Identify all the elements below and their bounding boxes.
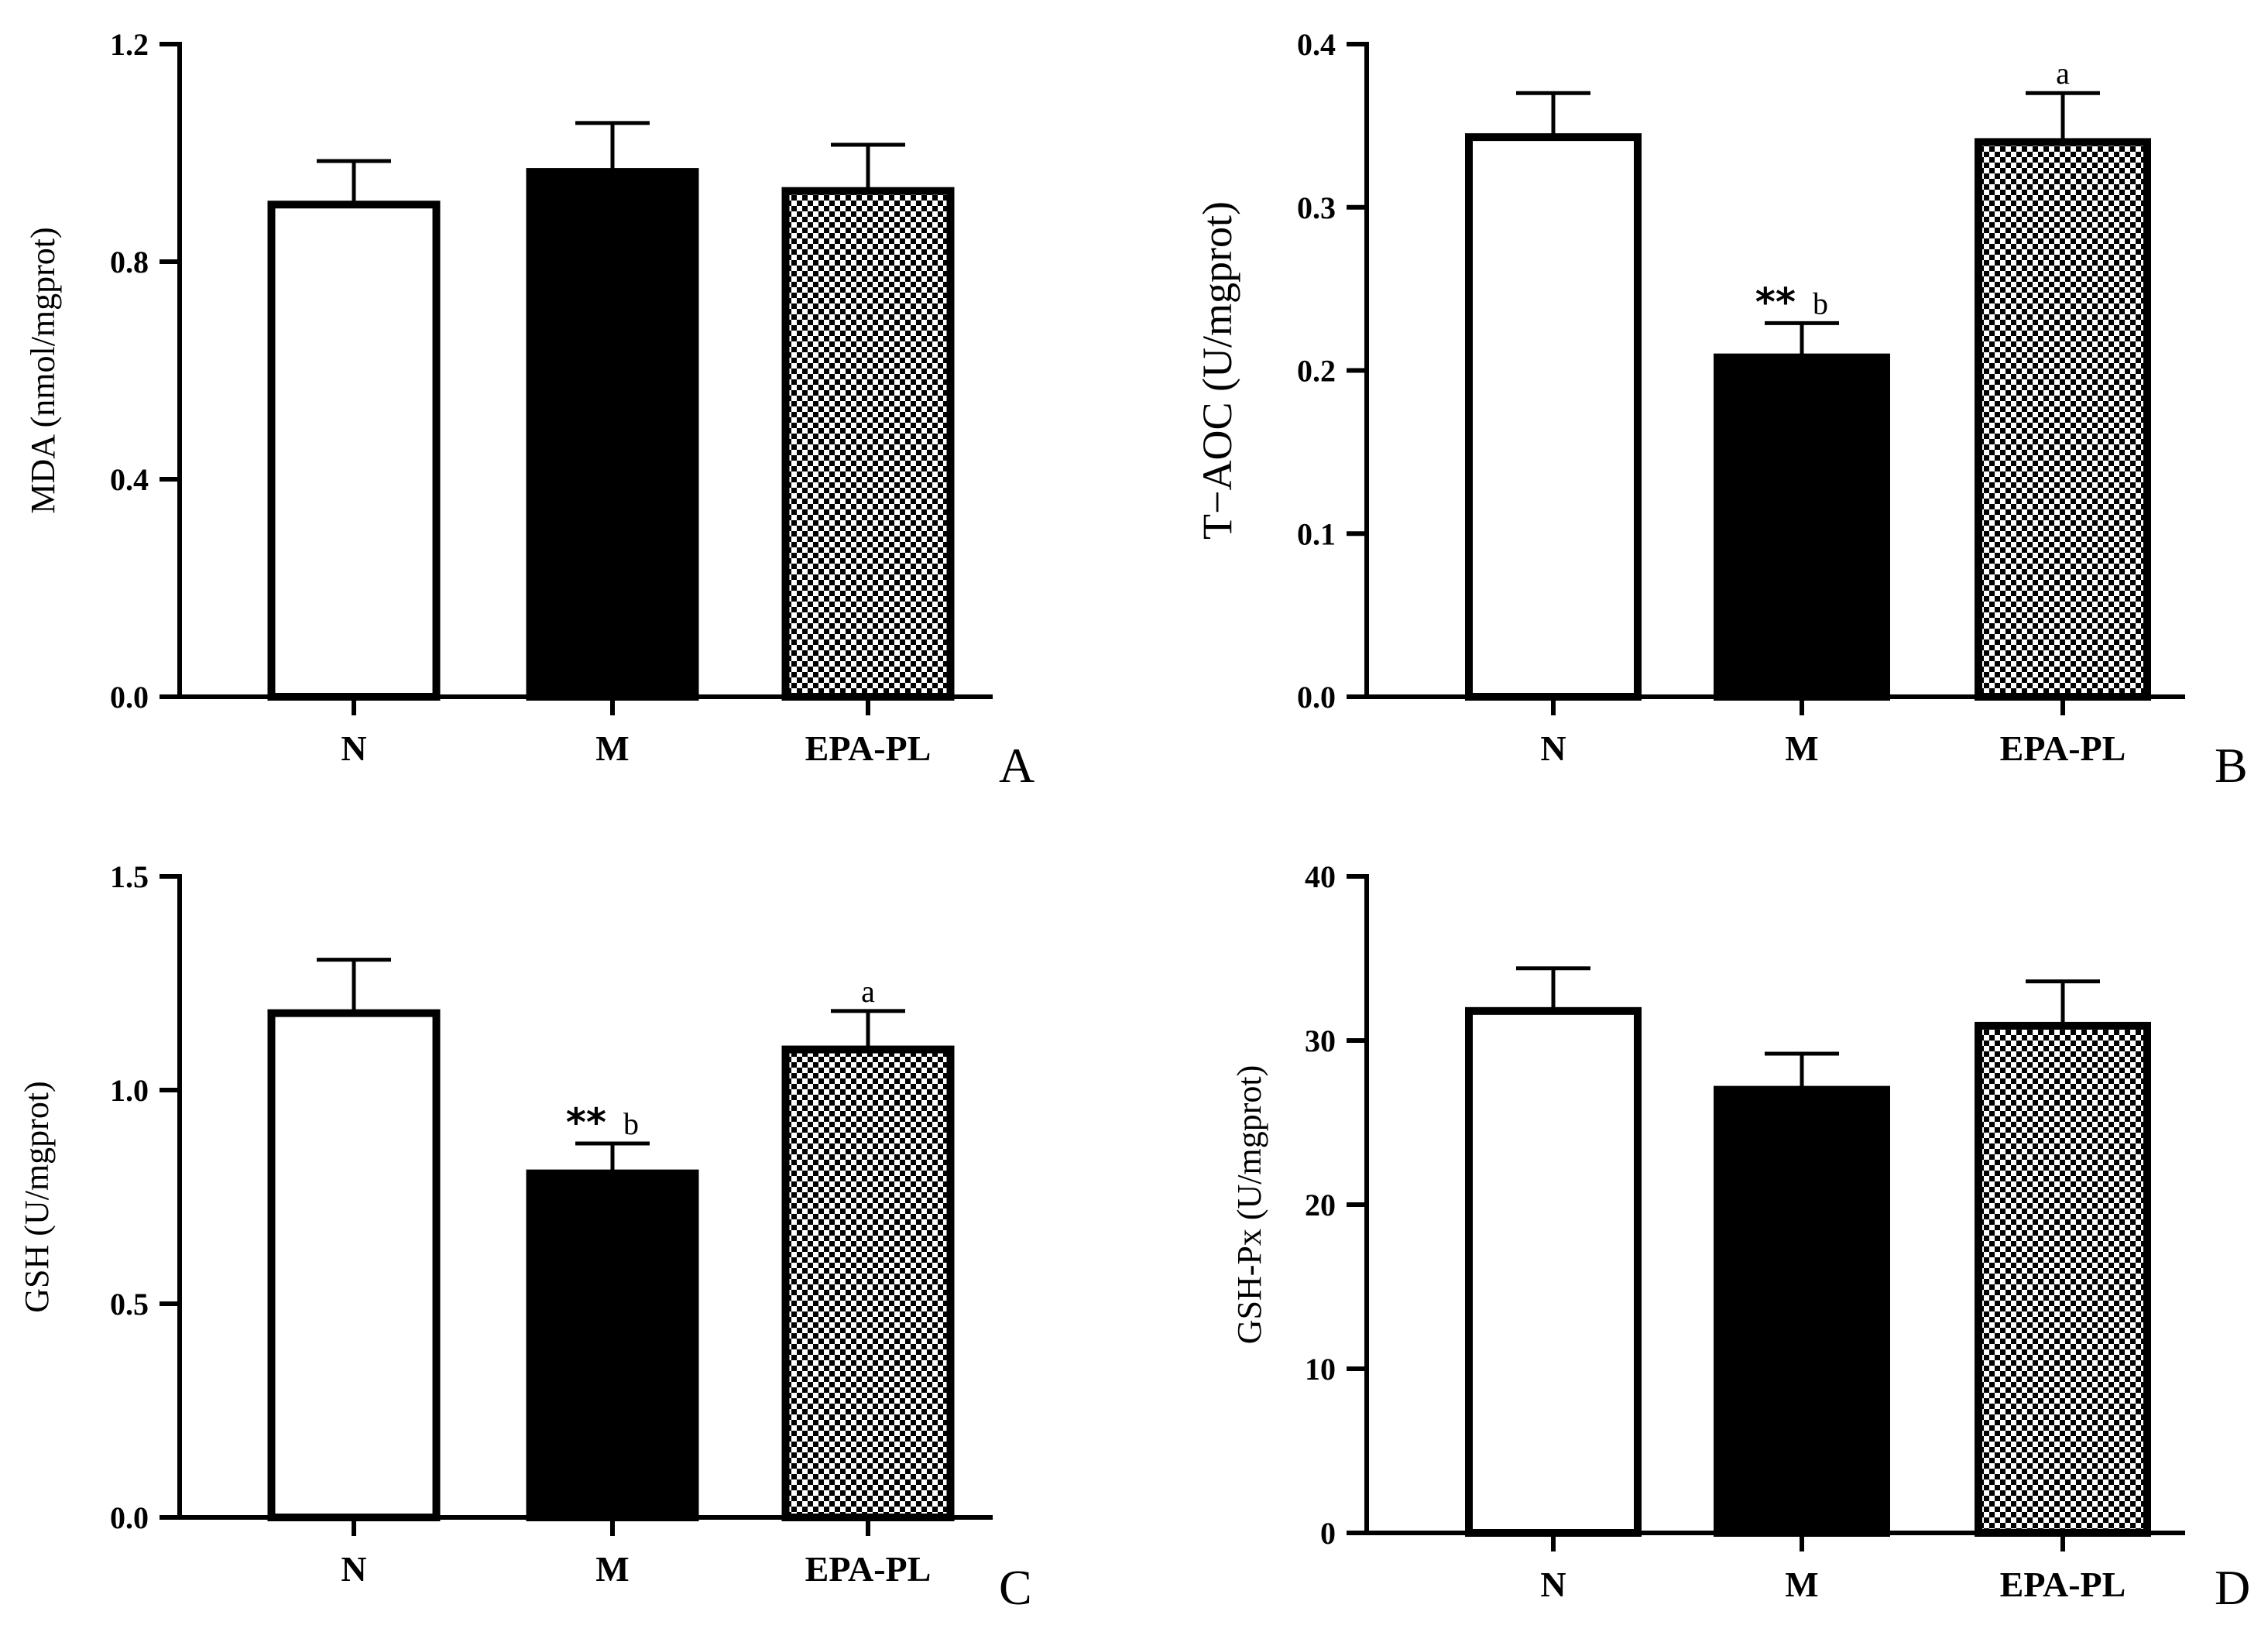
panel-letter: C [999, 1560, 1032, 1615]
x-tick-label: N [1540, 1565, 1566, 1604]
y-axis-label: GSH (U/mgprot) [18, 1081, 56, 1312]
y-tick-label: 20 [1305, 1188, 1336, 1222]
x-tick-label: M [1785, 729, 1818, 768]
x-tick-label: N [341, 729, 366, 768]
y-tick-label: 0.0 [110, 1500, 149, 1535]
x-tick-label: M [1785, 1565, 1818, 1604]
bar-n [1465, 133, 1642, 701]
bar-m [526, 1169, 699, 1521]
y-tick-label: 0.5 [110, 1287, 149, 1322]
chart-panel-d: 0 10 20 30 40 GSH-Px (U/mgprot) N M EPA-PL D [1230, 859, 2250, 1615]
significance-letter: b [1813, 286, 1828, 321]
panel-letter: D [2215, 1560, 2250, 1615]
bar-epa-pl [781, 1045, 955, 1522]
significance-stars: ** [1755, 279, 1796, 324]
y-axis-label: T−AOC (U/mgprot) [1194, 201, 1240, 540]
bar-m [1714, 1085, 1890, 1537]
y-tick-label: 1.2 [110, 27, 149, 62]
y-tick-label: 1.5 [110, 859, 149, 894]
panel-letter: B [2215, 738, 2248, 793]
x-tick-label: M [595, 729, 629, 768]
y-tick-label: 0.4 [110, 462, 149, 497]
y-axis-label: GSH-Px (U/mgprot) [1230, 1065, 1268, 1345]
y-tick-label: 40 [1305, 859, 1336, 894]
bar-m [1714, 353, 1890, 701]
y-tick-label: 0.2 [1297, 354, 1336, 389]
y-tick-label: 0.0 [110, 680, 149, 715]
significance-letter: a [2056, 56, 2070, 91]
x-tick-label: N [1540, 729, 1566, 768]
chart-panel-b: 0.0 0.1 0.2 0.3 0.4 T−AOC (U/mgprot) N M ** b EPA-… [1194, 27, 2248, 793]
bar-epa-pl [1975, 138, 2151, 701]
x-tick-label: EPA-PL [805, 1549, 932, 1589]
significance-letter: b [623, 1106, 639, 1141]
x-tick-label: EPA-PL [2000, 1565, 2126, 1604]
bar-epa-pl [781, 187, 955, 701]
y-tick-label: 0.8 [110, 245, 149, 279]
y-tick-label: 0.0 [1297, 680, 1336, 715]
y-tick-label: 0.1 [1297, 516, 1336, 551]
x-tick-label: EPA-PL [2000, 729, 2126, 768]
significance-letter: a [861, 974, 875, 1009]
y-tick-label: 30 [1305, 1023, 1336, 1058]
bar-n [267, 201, 441, 701]
chart-panel-a: 0.0 0.4 0.8 1.2 MDA (nmol/mgprot) N M EPA-PL A [24, 27, 1034, 793]
y-axis-label: MDA (nmol/mgprot) [24, 227, 62, 513]
y-tick-label: 1.0 [110, 1073, 149, 1108]
y-tick-label: 0 [1320, 1516, 1336, 1551]
bar-n [1465, 1006, 1642, 1537]
bar-n [267, 1009, 441, 1521]
significance-stars: ** [566, 1100, 606, 1145]
y-tick-label: 0.4 [1297, 27, 1336, 62]
x-tick-label: M [595, 1549, 629, 1589]
x-tick-label: EPA-PL [805, 729, 932, 768]
bar-m [526, 168, 699, 701]
y-tick-label: 0.3 [1297, 190, 1336, 225]
bar-epa-pl [1975, 1021, 2151, 1538]
x-tick-label: N [341, 1549, 366, 1589]
panel-letter: A [999, 738, 1034, 793]
chart-panel-c: 0.0 0.5 1.0 1.5 GSH (U/mgprot) N M ** b EPA-PL a C [18, 859, 1032, 1615]
y-tick-label: 10 [1305, 1352, 1336, 1387]
